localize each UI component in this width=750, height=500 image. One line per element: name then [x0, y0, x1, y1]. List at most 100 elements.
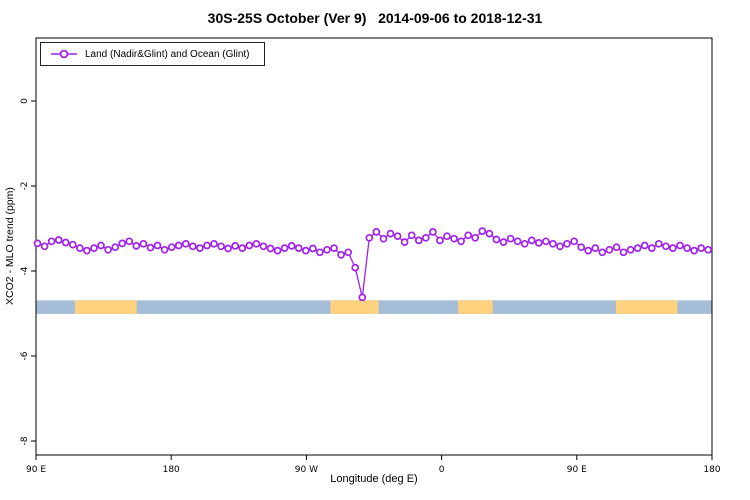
series-marker: [54, 236, 63, 244]
series-marker: [506, 234, 515, 243]
series-marker: [309, 244, 317, 253]
series-marker: [217, 242, 225, 251]
series-marker: [238, 244, 247, 252]
series-marker: [181, 239, 190, 248]
series-marker: [104, 245, 112, 254]
series-marker: [210, 239, 218, 248]
series-marker: [83, 246, 91, 255]
legend-marker-icon: [51, 49, 77, 59]
series-marker: [457, 237, 465, 246]
series-marker: [90, 244, 98, 252]
x-tick-label: 180: [703, 465, 720, 475]
series-marker: [111, 243, 120, 252]
series-marker: [704, 245, 713, 254]
series-marker: [337, 250, 345, 259]
series-marker: [520, 239, 529, 248]
series-marker: [640, 241, 649, 250]
y-tick-label: -6: [20, 351, 30, 360]
series-marker: [33, 239, 42, 248]
y-tick-label: -2: [20, 182, 30, 191]
data-series: [33, 227, 713, 302]
series-marker: [626, 245, 635, 254]
chart-title: 30S-25S October (Ver 9) 2014-09-06 to 20…: [207, 10, 543, 26]
series-marker: [542, 237, 550, 246]
legend-label: Land (Nadir&Glint) and Ocean (Glint): [85, 48, 250, 60]
series-marker: [160, 245, 169, 254]
legend: Land (Nadir&Glint) and Ocean (Glint): [40, 42, 265, 66]
series-marker: [118, 239, 127, 248]
series-marker: [47, 237, 56, 246]
series-marker: [153, 241, 162, 250]
series-marker: [287, 242, 296, 250]
series-marker: [612, 243, 621, 252]
series-marker: [386, 229, 395, 238]
series-marker: [273, 246, 282, 255]
series-marker: [527, 236, 536, 245]
series-marker: [619, 248, 628, 257]
series-marker: [429, 228, 437, 236]
series-marker: [125, 237, 134, 246]
series-marker: [372, 228, 381, 236]
series-marker: [697, 244, 706, 252]
series-marker: [633, 244, 642, 252]
series-marker: [40, 242, 49, 251]
series-marker: [577, 243, 586, 252]
series-marker: [351, 263, 360, 272]
series-marker: [563, 239, 571, 248]
series-marker: [556, 242, 564, 251]
y-axis-label: XCO2 - MLO trend (ppm): [4, 187, 16, 306]
x-tick-label: 0: [439, 465, 445, 475]
series-marker: [492, 235, 501, 244]
series-marker: [245, 241, 254, 250]
land-band-segment: [330, 300, 379, 314]
series-marker: [464, 231, 473, 240]
series-marker: [132, 242, 141, 250]
y-tick-label: 0: [20, 98, 30, 104]
series-marker: [330, 244, 338, 252]
series-marker: [97, 241, 105, 250]
series-marker: [605, 245, 614, 254]
series-marker: [167, 243, 176, 252]
series-marker: [513, 237, 522, 246]
x-tick-label: 90 E: [567, 465, 587, 475]
series-marker: [570, 237, 578, 246]
series-marker: [61, 238, 70, 247]
series-marker: [654, 239, 663, 248]
series-marker: [591, 244, 600, 252]
land-band-segment: [458, 300, 493, 314]
series-marker: [316, 248, 324, 257]
series-marker: [224, 244, 232, 253]
series-marker: [301, 246, 310, 255]
series-marker: [478, 227, 487, 235]
x-tick-label: 90 W: [295, 465, 318, 475]
series-marker: [188, 242, 197, 251]
series-marker: [323, 245, 331, 254]
series-marker: [598, 248, 607, 257]
series-marker: [676, 241, 684, 250]
series-marker: [76, 244, 84, 252]
series-marker: [662, 242, 670, 251]
series-marker: [266, 244, 275, 253]
series-marker: [252, 239, 261, 248]
x-tick-label: 90 E: [26, 465, 46, 475]
series-marker: [414, 236, 423, 245]
series-marker: [647, 244, 656, 252]
series-marker: [669, 244, 677, 252]
x-tick-label: 180: [163, 465, 180, 475]
series-marker: [294, 244, 303, 252]
series-marker: [443, 232, 451, 241]
series-marker: [280, 244, 289, 252]
series-marker: [174, 241, 183, 250]
series-marker: [358, 293, 367, 302]
series-marker: [436, 236, 444, 245]
series-marker: [146, 243, 155, 252]
series-marker: [534, 239, 543, 247]
y-tick-label: -4: [20, 266, 30, 275]
series-marker: [68, 240, 77, 249]
series-marker: [471, 233, 480, 242]
series-marker: [549, 239, 557, 248]
series-marker: [407, 231, 416, 240]
axes: 90 E 180 90 W 0 90 E 180 0 -2 -4 -6 -8: [20, 37, 721, 475]
